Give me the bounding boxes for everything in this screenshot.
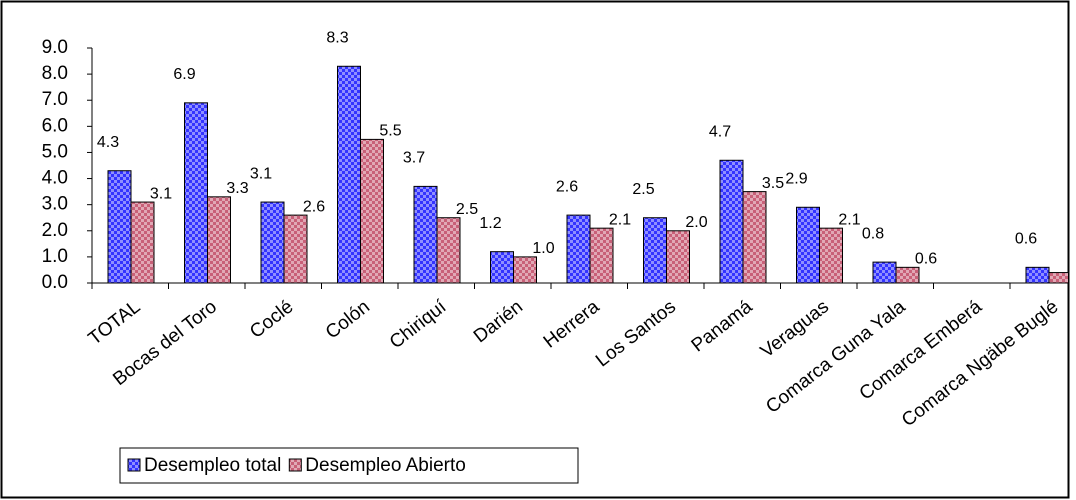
value-label: 5.5 (379, 123, 401, 140)
legend-label: Desempleo Abierto (305, 455, 466, 476)
bar (1048, 272, 1068, 284)
value-label: 3.1 (250, 165, 272, 182)
bar (436, 217, 461, 284)
value-label: 4.7 (709, 123, 731, 140)
value-label: 3.3 (226, 180, 248, 197)
value-label: 2.0 (685, 214, 707, 231)
value-label: 1.0 (532, 240, 554, 257)
legend-label: Desempleo total (144, 455, 281, 476)
bar (490, 251, 514, 284)
bar (895, 266, 920, 284)
bar (819, 227, 843, 284)
y-tick-label: 1.0 (42, 246, 68, 267)
bar (513, 256, 537, 284)
bar (796, 206, 820, 284)
value-label: 3.7 (403, 150, 425, 167)
legend-swatch (288, 458, 302, 472)
legend-box (119, 447, 579, 484)
bar (719, 159, 744, 284)
bar (872, 261, 897, 284)
bar (184, 102, 208, 284)
bar (566, 214, 591, 284)
bar (666, 230, 690, 284)
value-label: 0.6 (915, 251, 937, 268)
legend-swatch (127, 458, 141, 472)
bar (283, 214, 308, 284)
bar (207, 196, 231, 284)
value-label: 2.9 (785, 170, 807, 187)
y-tick-label: 4.0 (42, 168, 68, 189)
value-label: 3.5 (762, 175, 784, 192)
value-label: 6.9 (173, 66, 195, 83)
bar (360, 138, 384, 284)
value-label: 3.1 (150, 185, 172, 202)
legend: Desempleo total Desempleo Abierto (119, 447, 579, 484)
value-label: 1.2 (479, 215, 501, 232)
bar (589, 227, 614, 284)
value-label: 0.8 (862, 225, 884, 242)
value-label: 2.1 (838, 211, 860, 228)
value-label: 2.6 (303, 198, 325, 215)
value-label: 4.3 (97, 134, 119, 151)
bar (742, 191, 767, 284)
bar (130, 201, 155, 284)
value-label: 0.6 (1015, 231, 1037, 248)
y-tick-label: 5.0 (42, 141, 68, 162)
bar (337, 65, 361, 284)
bar (107, 170, 132, 284)
value-label: 2.6 (556, 178, 578, 195)
bar (643, 217, 667, 284)
value-label: 2.5 (632, 181, 654, 198)
y-tick-label: 8.0 (42, 63, 68, 84)
bar (413, 185, 438, 284)
y-tick-label: 6.0 (42, 115, 68, 136)
y-tick-label: 7.0 (42, 89, 68, 110)
y-tick-label: 2.0 (42, 220, 68, 241)
bar (1025, 266, 1050, 284)
y-tick-label: 0.0 (42, 272, 68, 293)
value-label: 0.4 (1068, 256, 1076, 273)
y-tick-label: 3.0 (42, 194, 68, 215)
value-label: 8.3 (326, 29, 348, 46)
y-tick-label: 9.0 (42, 37, 68, 58)
value-label: 2.1 (609, 211, 631, 228)
value-label: 2.5 (456, 201, 478, 218)
bar (260, 201, 285, 284)
